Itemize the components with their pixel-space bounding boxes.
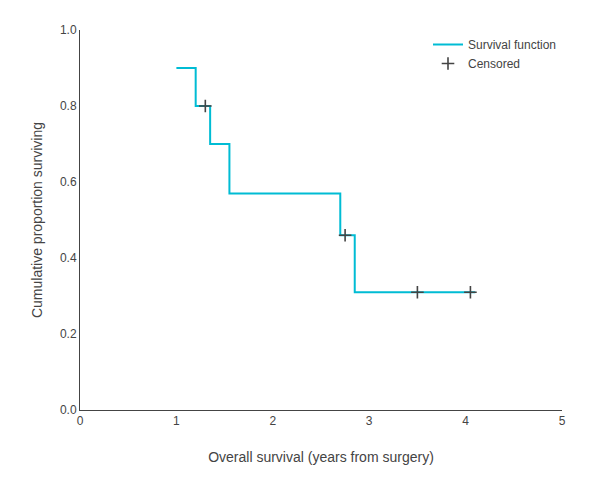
svg-text:3: 3 (366, 414, 373, 428)
svg-text:0.4: 0.4 (60, 251, 77, 265)
svg-text:0.2: 0.2 (60, 327, 77, 341)
svg-text:0: 0 (77, 414, 84, 428)
svg-text:Survival function: Survival function (468, 38, 556, 52)
svg-text:Cumulative proportion survivin: Cumulative proportion surviving (29, 122, 45, 318)
svg-text:Overall survival (years from s: Overall survival (years from surgery) (208, 449, 434, 465)
svg-text:2: 2 (269, 414, 276, 428)
svg-text:0.0: 0.0 (60, 403, 77, 417)
svg-text:Censored: Censored (468, 57, 520, 71)
svg-text:0.6: 0.6 (60, 175, 77, 189)
svg-text:0.8: 0.8 (60, 99, 77, 113)
svg-text:4: 4 (462, 414, 469, 428)
svg-text:5: 5 (559, 414, 566, 428)
svg-text:1.0: 1.0 (60, 23, 77, 37)
svg-text:1: 1 (173, 414, 180, 428)
